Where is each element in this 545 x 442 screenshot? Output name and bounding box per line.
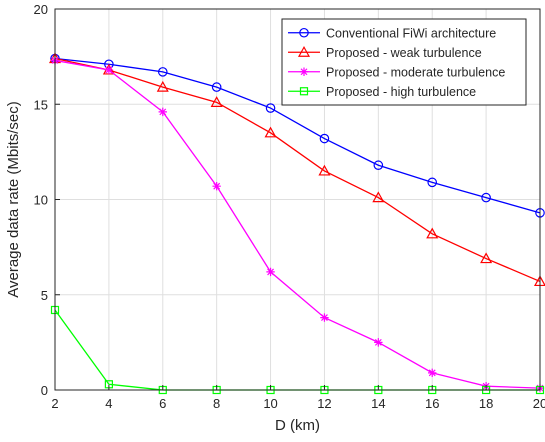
legend-item: Proposed - weak turbulence [288,46,482,60]
y-axis-label: Average data rate (Mbits/sec) [5,101,22,297]
legend-marker [299,27,309,38]
legend-label: Conventional FiWi architecture [326,26,496,40]
x-tick-label: 10 [263,396,277,411]
data-point-marker [156,80,169,92]
legend-item: Proposed - moderate turbulence [288,65,505,79]
y-tick-label: 10 [34,193,48,208]
data-point-marker [373,160,384,171]
data-point-marker [266,267,275,277]
y-tick-label: 5 [41,288,48,303]
legend: Conventional FiWi architecture Proposed -… [281,18,527,106]
data-point-marker [158,107,167,117]
data-point-marker [265,103,276,113]
legend-marker [297,46,311,57]
legend-label: Proposed - moderate turbulence [326,65,505,79]
x-tick-label: 8 [213,396,220,411]
legend-label: Proposed - high turbulence [326,85,476,99]
legend-item: Proposed - high turbulence [288,85,476,99]
y-tick-label: 20 [34,2,48,17]
data-point-marker [481,192,491,203]
series-proposed-moderate-turbulence [50,56,545,393]
data-point-marker [104,65,114,75]
data-point-marker [427,177,438,188]
series-proposed-high-turbulence [50,305,545,395]
legend-marker [299,67,309,76]
y-tick-label: 0 [41,383,48,398]
data-point-marker [157,67,168,77]
series-line [54,57,541,283]
data-point-marker [212,181,221,191]
x-tick-label: 18 [479,396,493,411]
x-tick-label: 20 [533,396,545,411]
x-tick-label: 2 [51,396,58,411]
series-line [54,309,540,391]
data-point-marker [264,126,277,138]
data-point-marker [211,82,222,92]
data-point-marker [319,133,330,144]
axis-ticks: 2 4 6 8 10 12 14 16 18 20 0 5 10 15 20 [34,2,545,411]
x-tick-label: 4 [105,396,112,411]
data-point-marker [426,227,439,239]
y-tick-label: 15 [34,97,48,112]
legend-box [281,18,527,106]
legend-marker [299,87,309,96]
data-point-marker [320,313,329,322]
legend-item: Conventional FiWi architecture [288,26,496,40]
x-tick-label: 6 [159,396,166,411]
data-point-marker [210,96,223,107]
x-axis-label: D (km) [275,417,320,434]
x-tick-label: 14 [371,396,385,411]
legend-label: Proposed - weak turbulence [326,46,482,60]
series-line [54,57,541,214]
data-point-marker [428,368,437,378]
x-tick-label: 16 [425,396,439,411]
data-point-marker [480,252,493,264]
series-line [54,59,541,389]
data-point-marker [318,164,331,176]
x-tick-label: 12 [317,396,331,411]
data-point-marker [372,191,385,203]
data-point-marker [374,338,383,347]
